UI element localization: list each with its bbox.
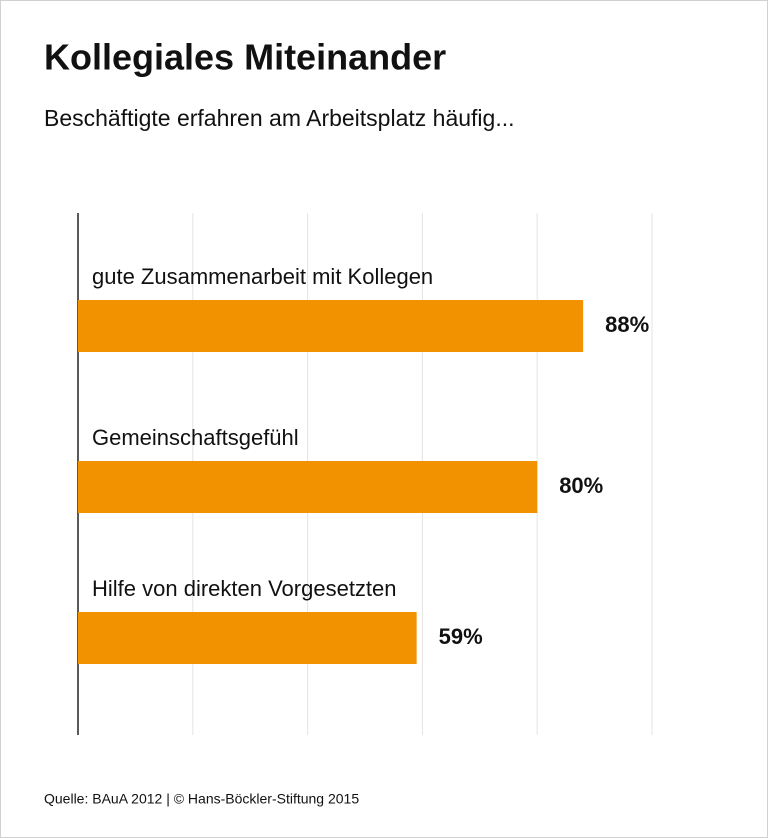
source: Quelle: BAuA 2012 | © Hans-Böckler-Stift… xyxy=(44,791,359,807)
category-label: gute Zusammenarbeit mit Kollegen xyxy=(92,264,433,289)
chart-title: Kollegiales Miteinander xyxy=(44,37,446,78)
value-label: 59% xyxy=(439,624,483,649)
bar xyxy=(78,461,538,513)
chart-subtitle: Beschäftigte erfahren am Arbeitsplatz hä… xyxy=(44,105,515,131)
bar xyxy=(78,300,584,352)
category-label: Gemeinschaftsgefühl xyxy=(92,425,299,450)
category-label: Hilfe von direkten Vorgesetzten xyxy=(92,576,397,601)
value-label: 88% xyxy=(605,312,649,337)
value-label: 80% xyxy=(559,473,603,498)
bar xyxy=(78,612,417,664)
